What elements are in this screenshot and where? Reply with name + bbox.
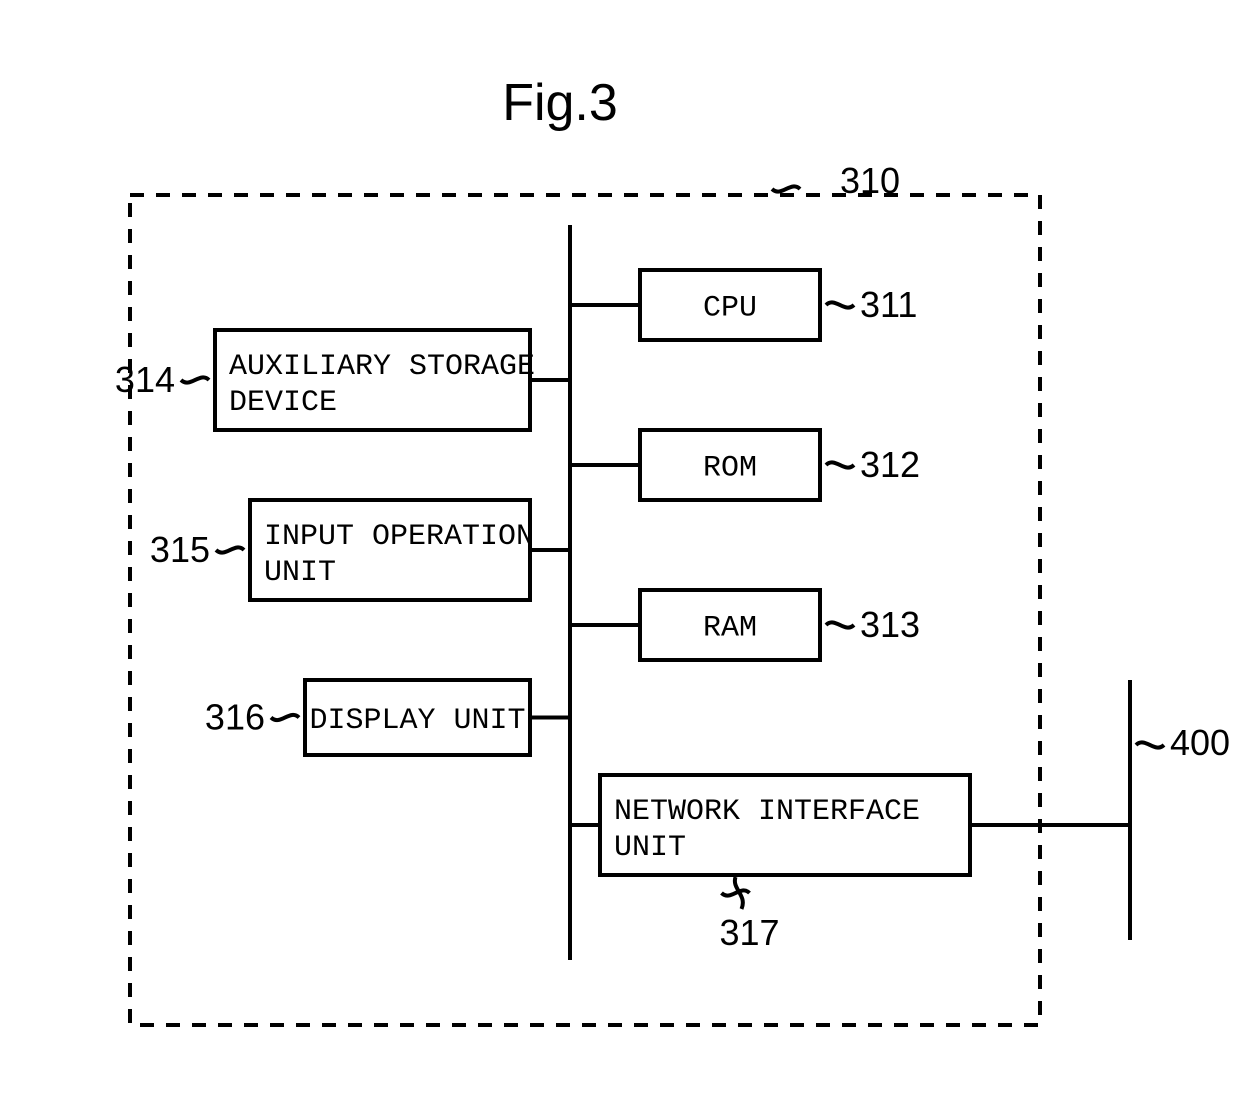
block-nif-label2: UNIT xyxy=(614,831,686,865)
external-bus-ref: 400 xyxy=(1170,722,1230,763)
block-nif-label1: NETWORK INTERFACE xyxy=(614,795,920,829)
ref-connector xyxy=(826,302,854,307)
block-aux-label1: AUXILIARY STORAGE xyxy=(229,350,535,384)
container-ref: 310 xyxy=(840,160,900,201)
block-aux-ref: 314 xyxy=(115,359,175,400)
block-ram-ref: 313 xyxy=(860,604,920,645)
ref-connector xyxy=(826,622,854,627)
block-disp-label: DISPLAY UNIT xyxy=(309,704,525,738)
ref-connector xyxy=(181,377,209,382)
block-ram-label: RAM xyxy=(703,612,757,646)
block-input-ref: 315 xyxy=(150,529,210,570)
block-disp-ref: 316 xyxy=(205,696,265,737)
block-cpu-label: CPU xyxy=(703,292,757,326)
ref-connector xyxy=(216,547,244,552)
block-input-label2: UNIT xyxy=(264,556,336,590)
block-input-label1: INPUT OPERATION xyxy=(264,520,534,554)
ref-connector xyxy=(772,186,800,191)
block-aux-label2: DEVICE xyxy=(229,386,337,420)
ref-connector xyxy=(271,715,299,720)
block-cpu-ref: 311 xyxy=(860,284,917,325)
ref-connector xyxy=(722,890,750,895)
ref-connector xyxy=(826,462,854,467)
block-nif-ref: 317 xyxy=(720,912,780,953)
ref-connector xyxy=(1136,742,1164,747)
figure-title: Fig.3 xyxy=(502,74,618,132)
block-rom-label: ROM xyxy=(703,452,757,486)
block-rom-ref: 312 xyxy=(860,444,920,485)
